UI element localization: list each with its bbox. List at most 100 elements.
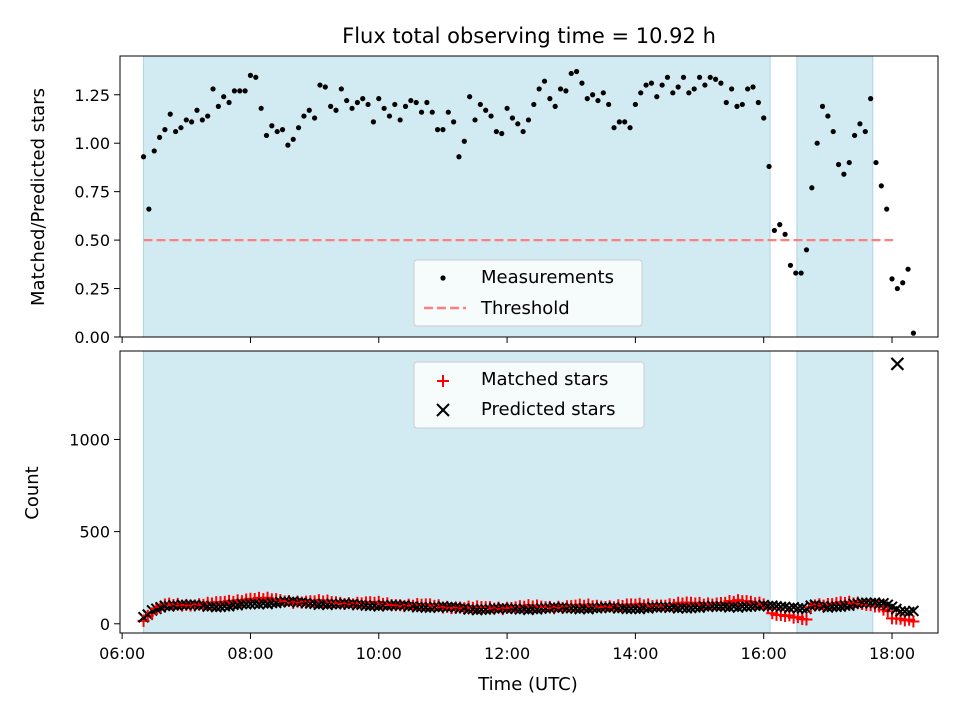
- measurement-point-16: [226, 99, 232, 106]
- measurement-point-47: [392, 101, 398, 108]
- measurement-point-94: [643, 82, 649, 88]
- measurement-point-32: [312, 115, 318, 121]
- measurement-point-60: [461, 138, 467, 144]
- measurement-point-106: [707, 74, 713, 80]
- measurement-point-134: [857, 121, 863, 127]
- measurement-point-4: [162, 127, 168, 133]
- measurement-point-102: [686, 90, 692, 96]
- measurement-point-49: [402, 103, 409, 109]
- measurement-point-104: [696, 74, 703, 80]
- measurement-point-35: [328, 103, 334, 109]
- measurement-point-57: [445, 109, 451, 115]
- measurement-point-67: [499, 130, 505, 137]
- measurement-point-31: [306, 107, 312, 113]
- measurement-point-68: [504, 105, 510, 111]
- bottom-x-ticks: 06:00 08:00 10:00 12:00 14:00 16:00 18:00: [99, 633, 915, 663]
- measurement-point-124: [803, 247, 810, 253]
- measurement-point-27: [285, 142, 291, 148]
- legend-measurements-label: Measurements: [481, 267, 614, 288]
- measurement-point-82: [579, 80, 585, 86]
- measurement-point-117: [766, 163, 772, 170]
- bottom-x-tick-label-3: 12:00: [484, 644, 530, 663]
- measurement-point-42: [365, 101, 371, 108]
- measurement-point-59: [456, 154, 462, 160]
- measurement-point-109: [723, 99, 729, 106]
- measurement-point-119: [777, 222, 783, 228]
- measurement-point-20: [247, 72, 254, 78]
- measurement-point-22: [258, 105, 264, 111]
- measurement-point-75: [541, 78, 548, 84]
- measurement-point-51: [413, 99, 419, 106]
- measurement-point-143: [905, 266, 911, 272]
- measurement-point-141: [894, 285, 900, 292]
- measurement-point-12: [205, 113, 211, 119]
- measurement-point-63: [477, 101, 483, 108]
- measurement-point-37: [338, 86, 344, 92]
- measurement-point-18: [237, 88, 243, 94]
- measurement-point-41: [360, 96, 366, 102]
- bottom-y-axis-label: Count: [22, 466, 43, 519]
- bottom-x-tick-label-6: 18:00: [869, 644, 915, 663]
- measurement-point-98: [664, 74, 671, 80]
- top-panel: 0.00 0.25 0.50 0.75 1.00 1.25 Matched/Predict…: [28, 55, 939, 347]
- legend-matched-label: Matched stars: [481, 369, 608, 390]
- measurement-point-142: [900, 280, 906, 286]
- measurement-point-101: [680, 74, 687, 80]
- bottom-x-tick-label-0: 06:00: [99, 644, 145, 663]
- measurement-point-121: [787, 262, 794, 268]
- measurement-point-43: [370, 119, 377, 125]
- measurement-point-122: [793, 270, 799, 276]
- measurement-point-78: [557, 86, 564, 92]
- measurement-point-45: [381, 105, 387, 111]
- top-axes-frame: [119, 55, 939, 338]
- bottom-panel: 0 500 1000 06:00 08:00 10:00 12:00 14:00 16:00 1…: [22, 350, 939, 695]
- measurement-point-108: [718, 80, 724, 86]
- bottom-legend-box: [413, 361, 645, 429]
- measurement-point-92: [632, 101, 638, 108]
- measurement-point-40: [354, 99, 360, 106]
- top-y-tick-label-0: 0.00: [74, 328, 110, 347]
- measurement-point-120: [782, 231, 788, 237]
- measurement-point-140: [889, 276, 895, 282]
- legend-threshold-label: Threshold: [480, 298, 570, 319]
- legend-predicted-marker: [436, 403, 450, 417]
- measurement-point-3: [156, 134, 163, 140]
- measurement-point-23: [263, 132, 270, 139]
- measurement-point-138: [878, 183, 884, 189]
- measurement-point-71: [520, 128, 526, 135]
- measurement-point-65: [488, 113, 494, 119]
- measurement-point-111: [734, 103, 740, 109]
- top-y-ticks: 0.00 0.25 0.50 0.75 1.00 1.25: [74, 86, 120, 347]
- legend-predicted-label: Predicted stars: [481, 399, 615, 420]
- measurement-point-95: [648, 80, 655, 86]
- measurement-point-105: [702, 82, 708, 88]
- measurement-point-137: [873, 159, 879, 166]
- measurement-point-113: [745, 86, 751, 92]
- measurement-point-5: [167, 111, 173, 117]
- measurement-point-81: [573, 68, 580, 75]
- bottom-y-tick-label-2: 1000: [69, 430, 110, 449]
- bottom-y-tick-label-0: 0: [100, 615, 110, 634]
- measurement-point-36: [333, 107, 339, 113]
- measurement-point-90: [622, 119, 628, 125]
- measurement-point-61: [467, 94, 473, 100]
- measurement-point-83: [584, 96, 590, 102]
- measurement-point-28: [290, 136, 296, 142]
- measurement-point-58: [451, 119, 457, 125]
- measurement-point-144: [910, 330, 917, 336]
- measurement-point-50: [408, 97, 414, 104]
- measurement-point-112: [739, 101, 745, 108]
- measurement-point-8: [183, 117, 189, 123]
- bottom-x-tick-label-2: 10:00: [356, 644, 402, 663]
- bottom-x-tick-label-1: 08:00: [227, 644, 273, 663]
- top-y-tick-label-1: 0.25: [74, 280, 110, 299]
- measurement-point-139: [884, 206, 890, 212]
- measurement-point-123: [798, 270, 804, 276]
- measurement-point-76: [547, 96, 553, 102]
- top-y-tick-label-4: 1.00: [74, 134, 110, 153]
- measurement-point-97: [659, 82, 665, 88]
- measurement-point-24: [269, 123, 275, 129]
- top-y-tick-label-2: 0.50: [74, 231, 110, 250]
- measurement-point-115: [755, 99, 761, 106]
- top-x-ticks: [121, 337, 893, 343]
